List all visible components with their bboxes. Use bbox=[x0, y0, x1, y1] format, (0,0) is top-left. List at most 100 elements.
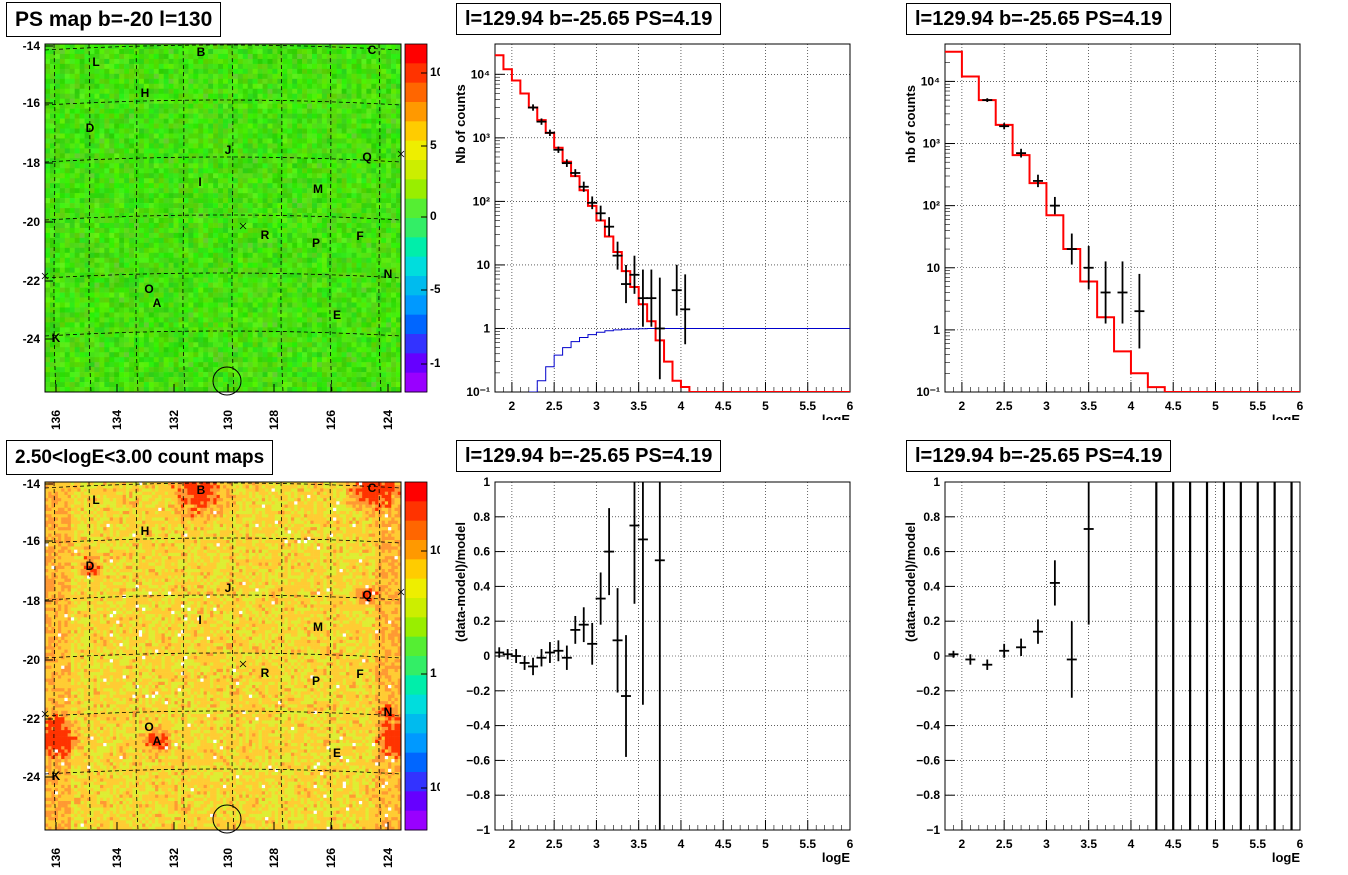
map-pixel bbox=[114, 128, 120, 134]
map-pixel bbox=[386, 377, 392, 383]
map-pixel bbox=[45, 163, 51, 169]
map-pixel bbox=[232, 173, 239, 179]
map-pixel bbox=[366, 287, 372, 293]
map-pixel bbox=[138, 322, 145, 328]
map-pixel bbox=[188, 337, 194, 343]
map-pixel bbox=[49, 377, 56, 383]
map-pixel bbox=[173, 168, 179, 174]
map-pixel bbox=[89, 362, 95, 368]
map-pixel bbox=[272, 98, 278, 104]
map-pixel bbox=[163, 138, 169, 144]
map-pixel bbox=[252, 302, 258, 308]
map-pixel bbox=[208, 372, 214, 378]
map-pixel bbox=[109, 73, 115, 80]
map-pixels bbox=[45, 44, 402, 393]
map-pixel bbox=[346, 322, 352, 328]
map-pixel bbox=[99, 183, 105, 189]
map-pixel bbox=[64, 53, 71, 60]
map-pixel bbox=[119, 188, 125, 194]
map-pixel bbox=[158, 237, 164, 244]
map-pixel bbox=[336, 297, 342, 303]
map-pixel bbox=[262, 252, 268, 259]
map-pixel bbox=[218, 287, 224, 293]
map-pixel bbox=[356, 357, 362, 363]
map-pixel bbox=[336, 267, 342, 273]
map-pixel bbox=[336, 138, 342, 144]
map-pixel bbox=[168, 133, 174, 139]
map-pixel bbox=[49, 208, 56, 214]
map-pixel bbox=[381, 357, 387, 363]
map-pixel bbox=[163, 292, 169, 298]
map-pixel bbox=[277, 198, 283, 204]
map-pixel bbox=[54, 128, 61, 134]
map-pixel bbox=[49, 183, 56, 189]
map-pixel bbox=[351, 342, 357, 348]
map-pixel bbox=[124, 128, 130, 134]
map-pixel bbox=[307, 292, 313, 298]
map-pixel bbox=[119, 98, 125, 104]
map-pixel bbox=[371, 227, 377, 234]
map-pixel bbox=[361, 173, 367, 179]
map-pixel bbox=[193, 332, 199, 338]
map-pixel bbox=[74, 347, 80, 353]
map-pixel bbox=[188, 267, 194, 273]
map-pixel bbox=[257, 53, 263, 60]
map-pixel bbox=[178, 63, 184, 70]
map-pixel bbox=[366, 123, 372, 129]
map-pixel bbox=[316, 227, 323, 234]
map-pixel bbox=[376, 203, 382, 209]
map-pixel bbox=[104, 58, 110, 65]
map-pixel bbox=[366, 108, 372, 114]
map-pixel bbox=[178, 312, 184, 318]
map-pixel bbox=[94, 232, 100, 239]
map-pixel bbox=[381, 222, 387, 229]
map-pixel bbox=[119, 208, 125, 214]
map-pixel bbox=[237, 148, 244, 154]
map-pixel bbox=[183, 153, 189, 159]
map-pixel bbox=[312, 242, 318, 249]
map-pixel bbox=[94, 143, 100, 149]
map-pixel bbox=[45, 347, 51, 353]
map-pixel bbox=[168, 332, 174, 338]
map-pixel bbox=[346, 337, 352, 343]
map-pixel bbox=[94, 342, 100, 348]
map-pixel bbox=[312, 302, 318, 308]
map-pixel bbox=[49, 317, 56, 323]
map-pixel bbox=[89, 222, 95, 229]
map-pixel bbox=[59, 148, 66, 154]
map-pixel bbox=[307, 327, 313, 333]
map-pixel bbox=[193, 78, 199, 85]
map-pixel bbox=[183, 352, 189, 358]
map-pixel bbox=[376, 123, 382, 129]
map-pixel bbox=[89, 133, 95, 139]
map-pixel bbox=[331, 312, 338, 318]
map-pixel bbox=[262, 153, 268, 159]
map-pixel bbox=[326, 208, 333, 214]
map-pixel bbox=[371, 232, 377, 239]
map-pixel bbox=[267, 98, 273, 104]
map-pixel bbox=[252, 193, 258, 199]
map-pixel bbox=[89, 312, 95, 318]
map-pixel bbox=[396, 188, 402, 194]
map-pixel bbox=[218, 138, 224, 144]
map-pixel bbox=[153, 58, 160, 65]
map-pixel bbox=[272, 198, 278, 204]
map-pixel bbox=[307, 58, 313, 65]
map-pixel bbox=[99, 247, 105, 254]
map-pixel bbox=[396, 44, 402, 50]
map-pixel bbox=[104, 173, 110, 179]
map-pixel bbox=[312, 193, 318, 199]
map-pixel bbox=[124, 342, 130, 348]
map-pixel bbox=[148, 153, 155, 159]
map-pixel bbox=[79, 317, 85, 323]
map-pixel bbox=[223, 257, 229, 264]
map-pixel bbox=[297, 78, 303, 85]
map-pixel bbox=[376, 257, 382, 264]
map-pixel bbox=[391, 63, 397, 70]
map-pixel bbox=[203, 63, 209, 70]
map-pixel bbox=[247, 262, 253, 269]
map-pixel bbox=[277, 347, 283, 353]
map-pixel bbox=[396, 302, 402, 308]
map-pixel bbox=[242, 297, 249, 303]
map-pixel bbox=[336, 287, 342, 293]
